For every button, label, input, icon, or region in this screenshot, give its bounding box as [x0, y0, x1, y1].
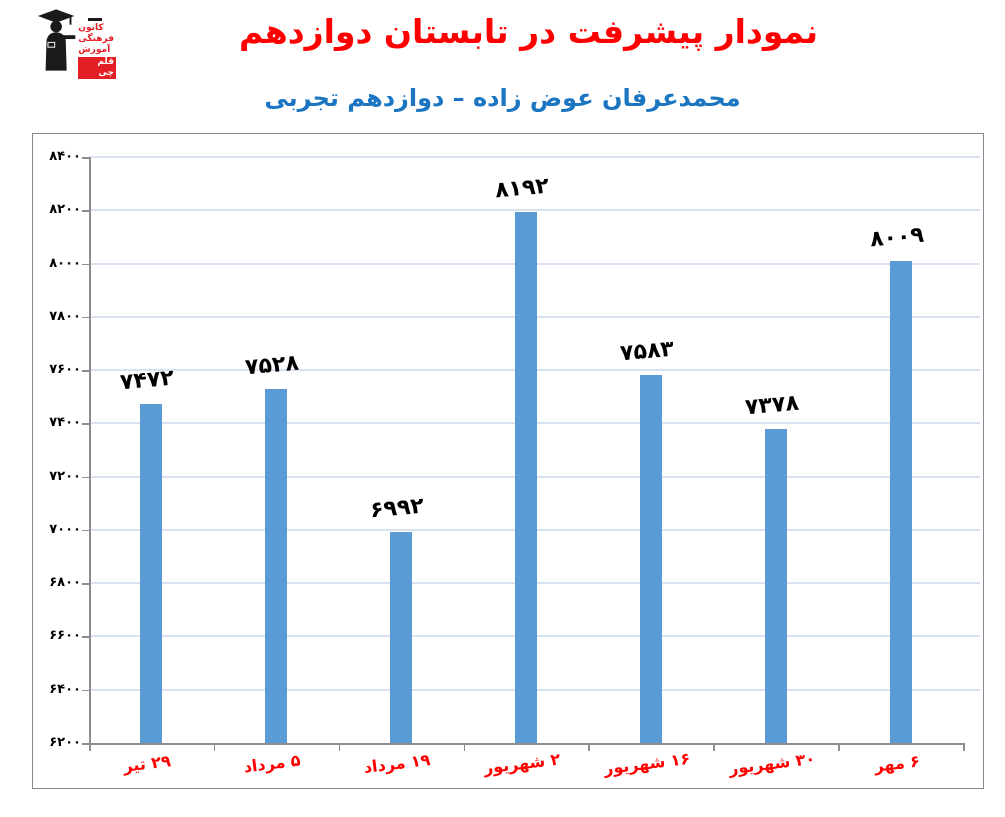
y-tick-label: ۷۴۰۰ — [49, 415, 81, 431]
y-tick-label: ۷۸۰۰ — [49, 308, 81, 324]
chart-subtitle: محمدعرفان عوض زاده – دوازدهم تجربی — [264, 84, 741, 112]
x-tick-label: ۶ مهر — [872, 751, 921, 776]
bar — [140, 404, 163, 743]
gridline — [89, 156, 980, 158]
bar — [889, 261, 912, 743]
y-tick-label: ۸۰۰۰ — [49, 255, 81, 271]
y-axis-tick — [82, 210, 89, 212]
y-tick-label: ۶۴۰۰ — [49, 681, 81, 697]
bar — [265, 389, 288, 743]
y-tick-label: ۶۸۰۰ — [49, 575, 81, 591]
bar-value-label: ۸۱۹۲ — [494, 174, 550, 204]
bar — [390, 532, 413, 743]
chart-title: نمودار پیشرفت در تابستان دوازدهم — [238, 12, 819, 51]
y-axis-tick — [82, 263, 89, 266]
x-axis-line — [89, 743, 963, 745]
x-axis-tick — [713, 743, 715, 751]
y-tick-label: ۶۲۰۰ — [49, 735, 81, 750]
logo-line: فرهنگی — [78, 34, 115, 44]
y-axis-tick — [82, 157, 89, 159]
y-axis-tick — [82, 316, 89, 319]
x-tick-label: ۱۶ شهریور — [602, 748, 691, 779]
logo-text: کانون فرهنگی آموزش قلم چی — [78, 8, 116, 79]
y-axis-line — [89, 157, 91, 751]
bar-value-label: ۷۵۲۸ — [244, 350, 301, 381]
y-axis-tick — [82, 743, 89, 745]
y-tick-label: ۷۶۰۰ — [49, 362, 81, 378]
y-axis-tick — [82, 370, 89, 372]
y-axis-tick — [82, 689, 89, 692]
x-axis-tick — [338, 743, 341, 751]
bar — [639, 374, 662, 743]
x-tick-label: ۲ شهریور — [482, 749, 562, 778]
bar — [515, 212, 537, 743]
logo-line: آموزش — [78, 45, 111, 55]
y-axis-tick — [82, 583, 89, 585]
x-tick-label: ۱۹ مرداد — [362, 749, 432, 778]
graduate-icon — [37, 9, 76, 71]
chart-container: ۶۲۰۰ ۶۴۰۰ ۶۶۰۰ ۶۸۰۰ ۷۰۰۰ ۷۲۰۰ ۷۴۰۰ ۷۶۰۰ ۷۸۰۰ ۸۰۰۰… — [32, 133, 984, 789]
y-tick-label: ۷۲۰۰ — [49, 468, 81, 484]
logo-badge: قلم چی — [78, 57, 116, 79]
bar-value-label: ۶۹۹۲ — [369, 493, 425, 524]
y-tick-label: ۷۰۰۰ — [49, 521, 81, 537]
x-axis-tick — [963, 743, 965, 751]
bar — [764, 429, 787, 743]
bar-value-label: ۷۳۷۸ — [743, 390, 800, 421]
y-axis-tick — [82, 529, 89, 532]
y-axis-tick — [82, 423, 89, 425]
x-tick-label: ۳۰ شهریور — [727, 748, 816, 779]
x-axis-tick — [588, 743, 590, 751]
y-tick-label: ۸۲۰۰ — [49, 202, 81, 218]
logo-line: کانون — [78, 23, 104, 33]
plot-area: ۶۲۰۰ ۶۴۰۰ ۶۶۰۰ ۶۸۰۰ ۷۰۰۰ ۷۲۰۰ ۷۴۰۰ ۷۶۰۰ ۷۸۰۰ ۸۰۰۰… — [33, 134, 983, 788]
y-axis-tick — [82, 636, 89, 638]
y-tick-label: ۸۴۰۰ — [49, 149, 81, 164]
y-tick-label: ۶۶۰۰ — [49, 628, 81, 644]
x-axis-tick — [213, 743, 216, 751]
kanoon-ghalamchi-logo: کانون فرهنگی آموزش قلم چی — [36, 8, 116, 79]
y-axis-tick — [82, 476, 89, 479]
x-axis-tick — [838, 743, 840, 751]
x-tick-label: ۵ مرداد — [242, 750, 302, 777]
gridline — [89, 209, 980, 212]
pen-icon — [88, 18, 103, 21]
bar-value-label: ۸۰۰۹ — [868, 222, 925, 253]
bar-value-label: ۷۵۸۳ — [618, 336, 675, 366]
x-axis-tick — [463, 743, 466, 751]
x-tick-label: ۲۹ تیر — [122, 751, 173, 776]
